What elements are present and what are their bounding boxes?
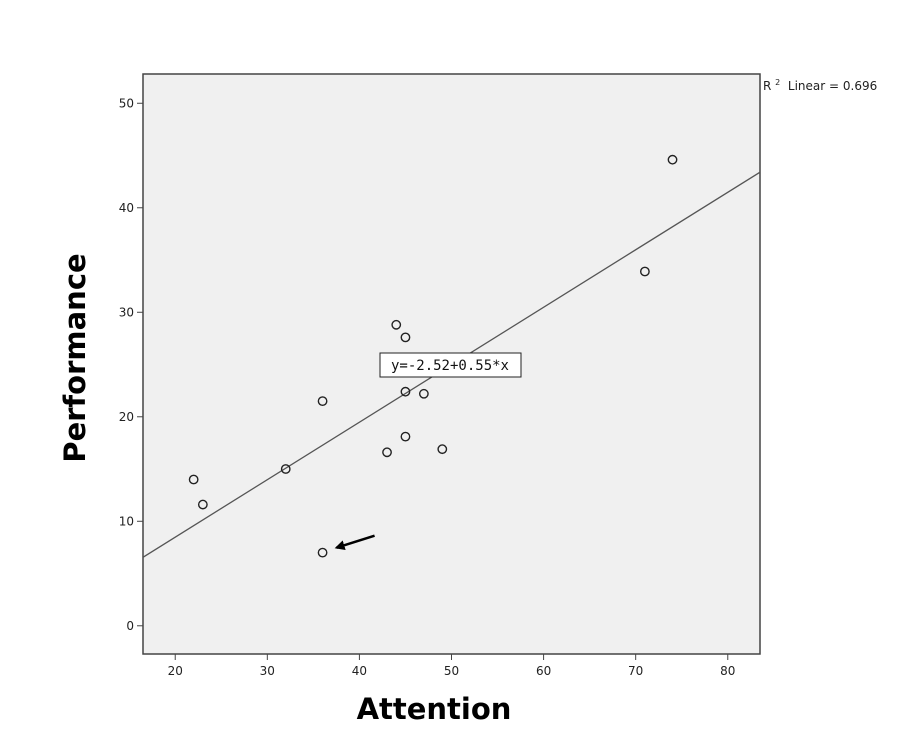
data-points xyxy=(188,154,678,558)
r2-value: Linear = 0.696 xyxy=(784,79,877,93)
y-tick-label: 30 xyxy=(119,305,134,319)
data-point xyxy=(400,332,411,343)
data-point xyxy=(317,547,328,558)
x-tick-label: 70 xyxy=(628,664,643,678)
equation-label: y=-2.52+0.55*x xyxy=(391,358,509,374)
x-tick-label: 80 xyxy=(720,664,735,678)
data-point xyxy=(418,388,429,399)
y-tick-label: 40 xyxy=(119,201,134,215)
r2-legend: R 2 Linear = 0.696 xyxy=(763,74,877,93)
data-point xyxy=(400,386,411,397)
x-tick-label: 60 xyxy=(536,664,551,678)
equation-box-frame xyxy=(379,352,522,378)
r2-symbol: R xyxy=(763,79,771,93)
data-point xyxy=(317,396,328,406)
x-axis-ticks: 20 30 40 50 60 70 80 xyxy=(168,654,735,678)
data-point xyxy=(437,444,448,455)
y-tick-label: 10 xyxy=(119,514,134,528)
x-tick-label: 20 xyxy=(168,664,183,678)
y-tick-label: 0 xyxy=(126,619,134,633)
y-tick-label: 20 xyxy=(119,410,134,424)
data-point xyxy=(639,266,650,277)
x-axis-title: Attention xyxy=(357,692,512,726)
data-point xyxy=(188,474,199,485)
data-point xyxy=(280,464,291,474)
y-tick-label: 50 xyxy=(119,96,134,110)
data-point xyxy=(382,447,392,458)
r2-superscript: 2 xyxy=(775,78,780,87)
x-tick-label: 30 xyxy=(260,664,275,678)
outlier-arrow xyxy=(334,534,375,550)
data-point xyxy=(391,319,402,330)
equation-box: y=-2.52+0.55*x xyxy=(379,352,522,378)
y-axis-ticks: 0 10 20 30 40 50 xyxy=(119,96,143,633)
x-tick-label: 40 xyxy=(352,664,367,678)
data-point xyxy=(197,499,208,510)
y-axis-title: Performance xyxy=(58,253,92,462)
data-point xyxy=(667,154,678,165)
x-tick-label: 50 xyxy=(444,664,459,678)
data-point xyxy=(400,431,411,442)
